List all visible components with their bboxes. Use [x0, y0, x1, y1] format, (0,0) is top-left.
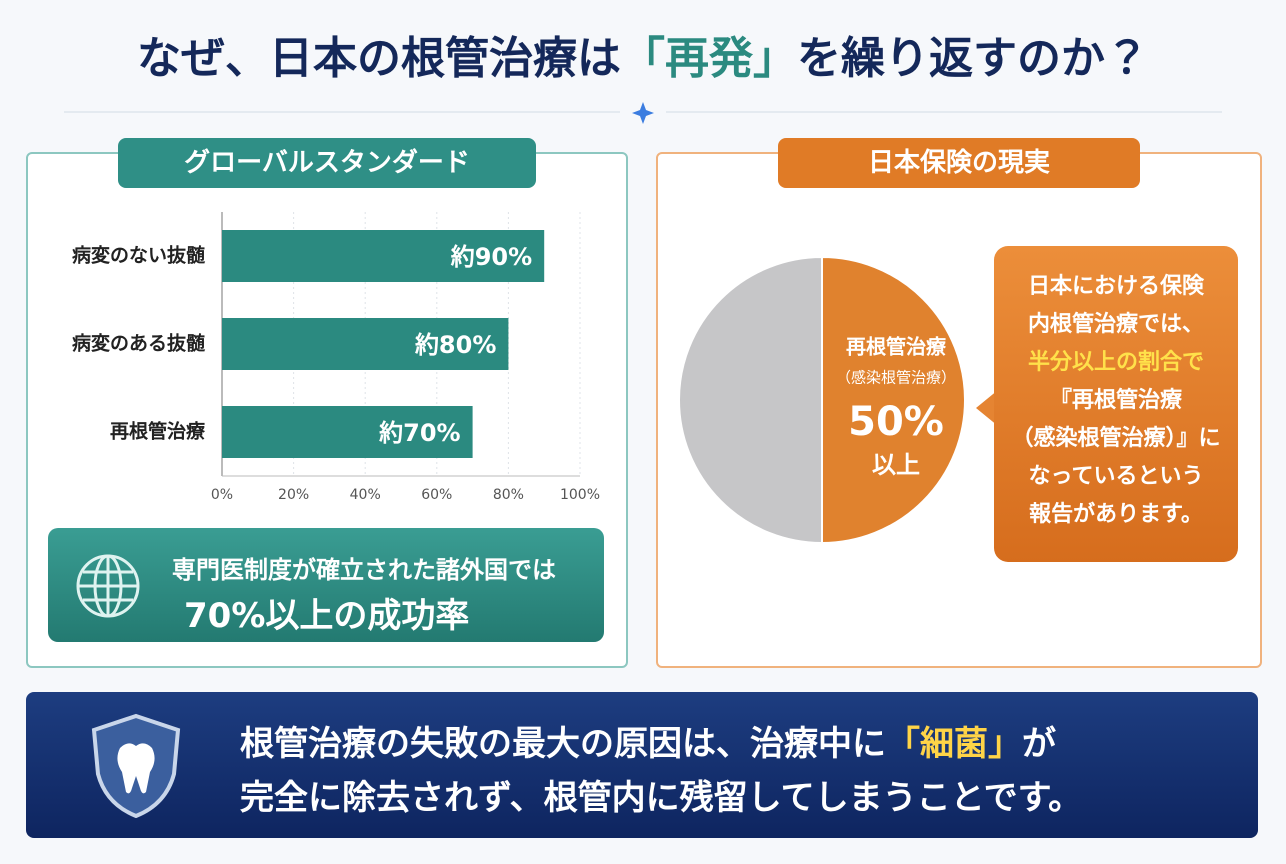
slice-value: 50% — [848, 399, 944, 445]
conclusion-banner: 根管治療の失敗の最大の原因は、治療中に「細菌」が 完全に除去されず、根管内に残留… — [26, 692, 1258, 838]
note-line: （感染根管治療）』に — [1011, 426, 1221, 451]
pie-slice — [821, 255, 966, 545]
category-label: 再根管治療 — [110, 420, 206, 443]
note-line: 日本における保険 — [1027, 274, 1204, 299]
note-line: なっているという — [1028, 464, 1204, 489]
banner-line: 根管治療の失敗の最大の原因は、治療中に「細菌」が — [240, 716, 1056, 765]
callout-pointer — [976, 390, 998, 426]
pie-slice — [678, 255, 823, 545]
panel-title: グローバルスタンダード — [118, 138, 536, 188]
x-tick-label: 20% — [278, 487, 309, 503]
sparkle — [632, 102, 654, 124]
note-line: 『再根管治療 — [1049, 388, 1182, 413]
x-tick-label: 100% — [560, 487, 600, 503]
bar — [222, 406, 473, 458]
slice-note: （感染根管治療） — [836, 369, 956, 387]
x-tick-label: 40% — [350, 487, 381, 503]
title-text: なぜ、日本の根管治療は — [137, 33, 621, 84]
value-label: 約80% — [414, 331, 496, 359]
japan-note: 日本における保険 内根管治療では、 半分以上の割合で 『再根管治療 （感染根管治… — [994, 246, 1238, 562]
x-tick-label: 80% — [493, 487, 524, 503]
note-line: 専門医制度が確立された諸外国では — [172, 556, 556, 584]
global-note: 専門医制度が確立された諸外国では 70%以上の成功率 — [48, 528, 604, 642]
note-line: 内根管治療では、 — [1027, 312, 1204, 337]
value-label: 約70% — [378, 419, 460, 447]
x-tick-label: 60% — [421, 487, 452, 503]
panel-title: 日本保険の現実 — [778, 138, 1140, 188]
category-label: 病変のある抜髄 — [72, 332, 206, 355]
note-line: 報告があります。 — [1029, 502, 1203, 527]
slice-annotation: 以上 — [872, 451, 920, 479]
banner-text: 根管治療の失敗の最大の原因は、治療中に — [240, 724, 886, 764]
bar — [222, 318, 509, 370]
category-label: 病変のない抜髄 — [72, 244, 206, 267]
banner-text: が — [1022, 724, 1056, 764]
x-tick-label: 0% — [211, 487, 233, 503]
globe-icon — [76, 554, 140, 618]
bar — [222, 230, 545, 282]
shield-icon — [91, 713, 181, 818]
title-text: を繰り返すのか？ — [797, 33, 1149, 84]
banner-line: 完全に除去されず、根管内に残留してしまうことです。 — [240, 778, 1083, 818]
value-label: 約90% — [450, 243, 532, 271]
title-highlight: 「再発」 — [621, 33, 797, 84]
slice-label: 再根管治療 — [846, 335, 947, 359]
banner-highlight: 「細菌」 — [886, 724, 1022, 764]
note-line: 70%以上の成功率 — [184, 596, 470, 636]
page-title: なぜ、日本の根管治療は「再発」を繰り返すのか？ — [0, 22, 1286, 86]
note-highlight: 半分以上の割合で — [1027, 350, 1204, 375]
